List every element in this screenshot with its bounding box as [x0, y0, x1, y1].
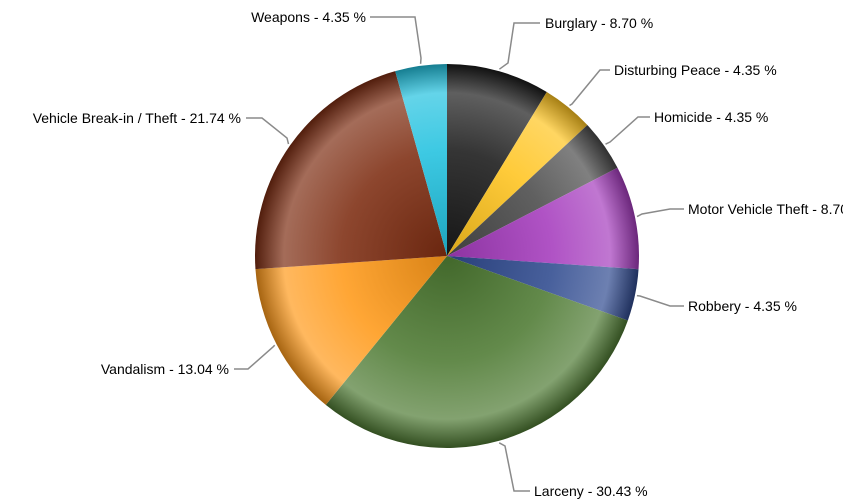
- slice-label: Motor Vehicle Theft - 8.70 %: [688, 201, 843, 217]
- leader-line: [636, 208, 684, 218]
- slice-label: Robbery - 4.35 %: [688, 298, 797, 314]
- leader-line: [246, 117, 290, 145]
- pie-slice-larceny[interactable]: [325, 256, 628, 448]
- leader-line: [636, 294, 684, 307]
- pie-slice-vandalism[interactable]: [255, 256, 447, 405]
- pie-slices: [255, 64, 639, 448]
- leader-line: [498, 442, 530, 492]
- slice-label: Homicide - 4.35 %: [654, 109, 768, 125]
- pie-slice-homicide[interactable]: [447, 125, 618, 256]
- slice-label: Larceny - 30.43 %: [534, 483, 648, 499]
- pie-slice-weapons[interactable]: [395, 64, 447, 256]
- slice-label: Vandalism - 13.04 %: [101, 361, 229, 377]
- slice-label: Burglary - 8.70 %: [545, 15, 653, 31]
- pie-slice-disturbing-peace[interactable]: [447, 91, 588, 256]
- pie-slice-motor-vehicle-theft[interactable]: [447, 167, 639, 270]
- pie-slice-vehicle-break-in-theft[interactable]: [255, 71, 447, 270]
- pie-slice-burglary[interactable]: [447, 64, 547, 256]
- leader-line: [498, 22, 540, 70]
- slice-label: Weapons - 4.35 %: [251, 9, 366, 25]
- leader-line: [370, 16, 422, 64]
- pie-slice-robbery[interactable]: [447, 256, 639, 321]
- leader-line: [569, 69, 610, 107]
- slice-label: Vehicle Break-in / Theft - 21.74 %: [33, 110, 241, 126]
- leader-line: [234, 344, 276, 370]
- pie-labels: Burglary - 8.70 % Disturbing Peace - 4.35…: [33, 9, 843, 499]
- leader-line: [605, 116, 650, 145]
- slice-label: Disturbing Peace - 4.35 %: [614, 62, 777, 78]
